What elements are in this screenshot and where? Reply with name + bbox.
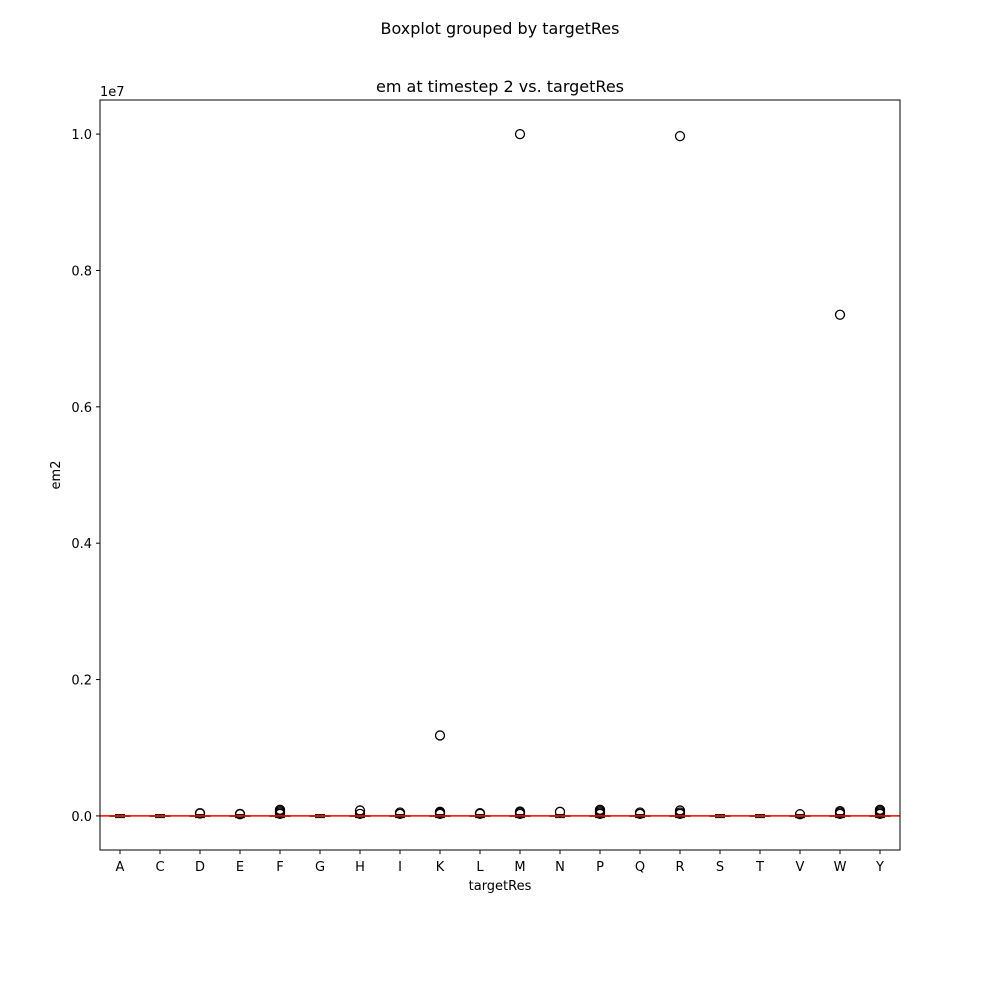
- outlier-point: [674, 130, 686, 142]
- outlier-point: [394, 807, 406, 818]
- y-tick-label: 0.4: [71, 537, 92, 552]
- y-tick-label: 0.2: [71, 674, 92, 689]
- outlier-point: [514, 128, 526, 140]
- x-tick-label: I: [398, 860, 402, 875]
- outlier-point: [274, 804, 286, 815]
- x-tick-label: T: [755, 860, 764, 875]
- x-tick-label: V: [796, 860, 805, 875]
- y-tick-label: 0.8: [71, 264, 92, 279]
- outlier-point: [234, 808, 246, 820]
- x-tick-label: F: [276, 860, 283, 875]
- outlier-point: [434, 730, 446, 741]
- outlier-point: [794, 809, 806, 820]
- plot-frame: [99, 99, 901, 851]
- x-tick-label: K: [436, 860, 445, 875]
- chart-title: em at timestep 2 vs. targetRes: [376, 77, 624, 96]
- outlier-point: [634, 807, 646, 818]
- x-axis-label: targetRes: [469, 879, 532, 894]
- y-offset-label: 1e7: [100, 85, 125, 100]
- x-tick-label: G: [315, 860, 325, 875]
- y-axis-label: em2: [49, 461, 64, 490]
- x-tick-label: S: [716, 860, 724, 875]
- x-tick-label: P: [596, 860, 604, 875]
- outlier-point: [194, 808, 206, 819]
- x-tick-label: R: [675, 860, 684, 875]
- x-tick-label: E: [236, 860, 244, 875]
- x-tick-label: W: [834, 860, 847, 875]
- y-tick-label: 0.0: [71, 810, 92, 825]
- x-tick-label: M: [514, 860, 525, 875]
- x-tick-label: C: [155, 860, 164, 875]
- outlier-point: [834, 309, 846, 320]
- x-tick-label: A: [116, 860, 125, 875]
- outlier-point: [354, 808, 366, 820]
- outlier-point: [874, 804, 886, 815]
- x-tick-label: D: [195, 860, 205, 875]
- x-tick-label: Y: [875, 860, 884, 875]
- x-tick-label: H: [355, 860, 365, 875]
- plot-area: 0.0 0.2 0.4 0.6 0.8 1.0 A C D E F G H I K L M N P Q R S T V W Y: [71, 99, 901, 875]
- x-tick-label: Q: [635, 860, 645, 875]
- y-tick-label: 0.6: [71, 401, 92, 416]
- outlier-point: [674, 805, 686, 816]
- outlier-point: [594, 804, 606, 815]
- outlier-point: [474, 808, 486, 819]
- suptitle: Boxplot grouped by targetRes: [381, 19, 620, 38]
- y-tick-label: 1.0: [71, 128, 92, 143]
- x-tick-label: L: [476, 860, 484, 875]
- outlier-point: [354, 805, 366, 816]
- x-tick-label: N: [555, 860, 565, 875]
